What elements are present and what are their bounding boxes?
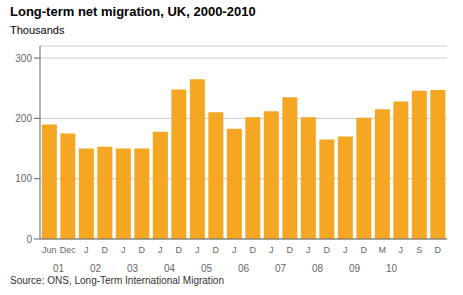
svg-text:D: D [139,245,146,255]
svg-text:Dec: Dec [60,245,77,255]
svg-text:M: M [379,245,387,255]
html-text:Thousands: Thousands [10,24,65,36]
svg-text:J: J [306,245,311,255]
svg-text:J: J [84,245,89,255]
svg-text:J: J [195,245,200,255]
svg-text:S: S [416,245,422,255]
svg-text:06: 06 [238,263,250,274]
svg-text:D: D [361,245,368,255]
svg-text:03: 03 [127,263,139,274]
svg-text:J: J [158,245,163,255]
svg-text:J: J [232,245,237,255]
svg-text:D: D [287,245,294,255]
svg-text:05: 05 [201,263,213,274]
svg-text:D: D [176,245,183,255]
svg-text:D: D [102,245,109,255]
svg-text:07: 07 [275,263,287,274]
svg-text:02: 02 [90,263,102,274]
svg-text:10: 10 [386,263,398,274]
svg-text:J: J [399,245,404,255]
svg-text:100: 100 [15,173,32,184]
html-text:Source: ONS, Long-Term Interna: Source: ONS, Long-Term International Mig… [10,275,224,286]
svg-text:08: 08 [312,263,324,274]
svg-text:01: 01 [53,263,65,274]
svg-text:J: J [269,245,274,255]
svg-text:J: J [121,245,126,255]
svg-text:D: D [213,245,220,255]
svg-text:J: J [343,245,348,255]
svg-text:D: D [435,245,442,255]
svg-text:09: 09 [349,263,361,274]
svg-text:0: 0 [26,234,32,245]
svg-text:D: D [250,245,257,255]
svg-text:Jun: Jun [42,245,57,255]
svg-text:D: D [324,245,331,255]
svg-text:300: 300 [15,53,32,64]
svg-text:04: 04 [164,263,176,274]
svg-text:200: 200 [15,113,32,124]
html-text:Long-term net migration, UK, 2: Long-term net migration, UK, 2000-2010 [10,4,256,19]
